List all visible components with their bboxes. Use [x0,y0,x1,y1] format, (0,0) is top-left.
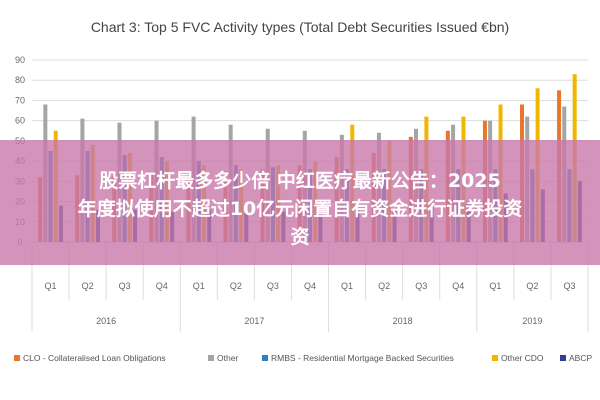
overlay-banner [0,140,600,265]
overlay-line-2: 年度拟使用不超过10亿元闲置自有资金进行证券投资 [77,198,523,220]
x-tick-label: Q3 [563,281,575,291]
year-label: 2016 [96,316,116,326]
x-tick-label: Q4 [452,281,464,291]
legend-label: Other [217,353,238,363]
legend-swatch [14,355,20,361]
legend-label: ABCP [569,353,592,363]
legend-swatch [560,355,566,361]
legend-label: RMBS - Residential Mortgage Backed Secur… [271,353,454,363]
legend-swatch [208,355,214,361]
legend: CLO - Collateralised Loan Obligations Oth… [14,353,592,363]
chart-title: Chart 3: Top 5 FVC Activity types (Total… [91,19,509,35]
overlay-line-1: 股票杠杆最多多少倍 中红医疗最新公告：2025 [99,170,501,192]
year-label: 2019 [522,316,542,326]
x-tick-label: Q2 [378,281,390,291]
x-tick-label: Q1 [341,281,353,291]
x-tick-label: Q3 [267,281,279,291]
x-tick-label: Q4 [156,281,168,291]
legend-swatch [492,355,498,361]
x-tick-label: Q1 [489,281,501,291]
y-tick-label: 60 [15,116,25,126]
year-label: 2018 [393,316,413,326]
x-tick-label: Q2 [82,281,94,291]
x-tick-label: Q1 [193,281,205,291]
x-tick-label: Q4 [304,281,316,291]
x-tick-label: Q2 [526,281,538,291]
y-tick-label: 80 [15,75,25,85]
x-tick-label: Q3 [119,281,131,291]
x-tick-label: Q2 [230,281,242,291]
legend-swatch [262,355,268,361]
legend-label: Other CDO [501,353,544,363]
y-tick-label: 70 [15,95,25,105]
year-labels: 2016 2017 2018 2019 [31,300,589,332]
y-tick-label: 90 [15,55,25,65]
overlay-headline[interactable]: 股票杠杆最多多少倍 中红医疗最新公告：2025 年度拟使用不超过10亿元闲置自有… [0,167,600,251]
legend-label: CLO - Collateralised Loan Obligations [23,353,166,363]
x-tick-label: Q1 [45,281,57,291]
x-tick-label: Q3 [415,281,427,291]
overlay-line-3: 资 [290,226,310,248]
year-label: 2017 [244,316,264,326]
